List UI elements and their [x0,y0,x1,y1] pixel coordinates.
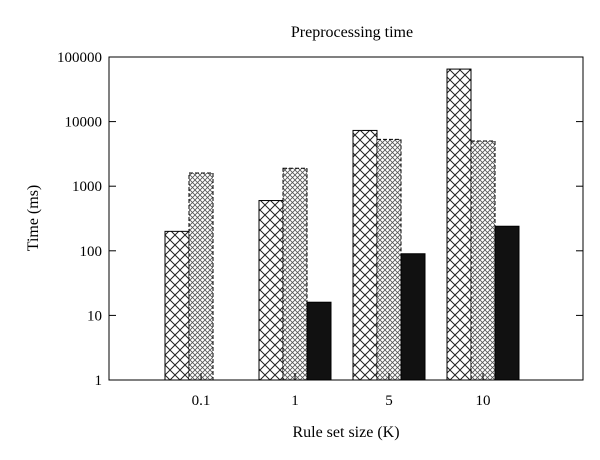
x-tick-label: 10 [476,393,491,409]
y-tick-label: 1 [95,373,103,389]
y-axis-label: Time (ms) [25,185,42,252]
bar-series1-1 [258,200,284,381]
y-tick-label: 1000 [72,179,102,195]
y-tick-label: 100 [80,244,103,260]
bar-series1-5 [352,129,378,381]
x-tick-label: 5 [385,393,393,409]
bar-series3-5 [400,253,426,381]
bar-series2-5 [376,138,402,381]
bar-series3-1 [306,301,332,381]
y-tick-label: 10 [87,308,102,324]
bar-series2-1 [282,167,308,381]
x-axis: 0.1 1 5 10 [192,373,491,409]
x-axis-label: Rule set size (K) [292,424,399,441]
x-tick-label: 0.1 [192,393,211,409]
y-tick-label: 10000 [65,115,103,131]
y-axis: 1 10 100 1000 10000 100000 [57,50,583,389]
plot-area [164,68,520,381]
bar-series3-10 [494,225,520,381]
chart-title: Preprocessing time [291,24,413,41]
bar-series1-0_1 [164,230,190,381]
y-tick-label: 100000 [57,50,102,66]
bar-series2-0_1 [188,172,214,381]
plot-frame [108,56,584,381]
bar-series2-10 [470,140,496,381]
bar-series1-10 [446,68,472,381]
x-tick-label: 1 [291,393,299,409]
